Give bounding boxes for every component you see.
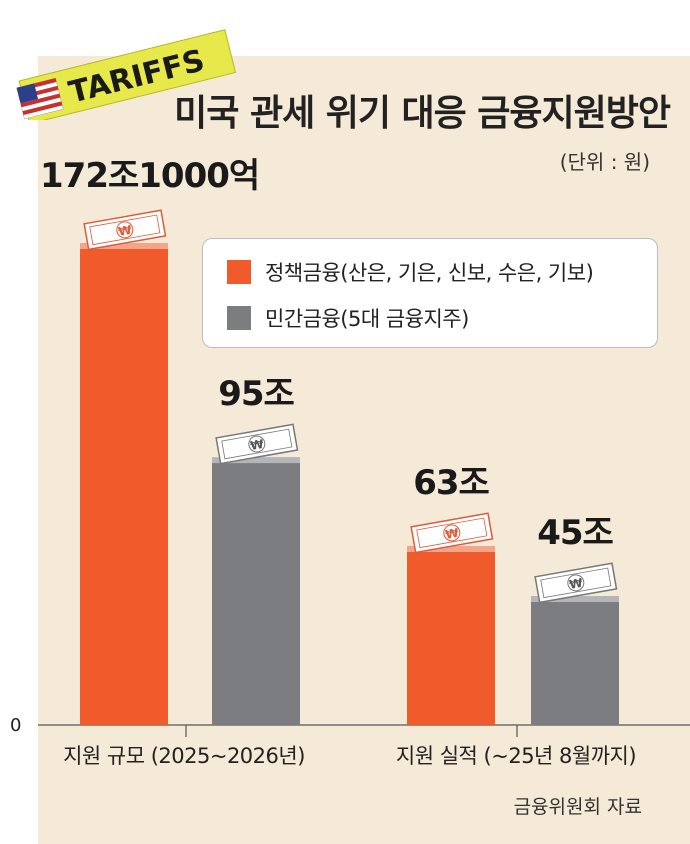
value-label: 63조 xyxy=(413,463,489,503)
svg-text:₩: ₩ xyxy=(249,437,265,453)
bar xyxy=(407,550,495,725)
banknote-stack-icon: ₩ xyxy=(407,512,495,554)
value-label: 95조 xyxy=(218,374,294,414)
source-note: 금융위원회 자료 xyxy=(513,796,642,818)
value-label: 172조1000억 xyxy=(40,156,259,196)
banknote-stack-icon: ₩ xyxy=(531,562,619,604)
y-tick-label: 0 xyxy=(10,715,21,736)
legend-item-private: 민간금융(5대 금융지주) xyxy=(227,303,469,333)
legend-swatch-private xyxy=(227,306,251,330)
legend: 정책금융(산은, 기은, 신보, 수은, 기보) 민간금융(5대 금융지주) xyxy=(202,238,658,348)
svg-text:₩: ₩ xyxy=(117,223,133,239)
bar xyxy=(212,461,300,725)
x-tick-label: 지원 규모 (2025~2026년) xyxy=(63,744,305,768)
value-label: 45조 xyxy=(537,513,613,553)
tariffs-banner: TARIFFS xyxy=(16,29,237,120)
unit-label: (단위 : 원) xyxy=(559,150,650,174)
bar xyxy=(531,600,619,725)
bar xyxy=(80,247,168,725)
x-tick-label: 지원 실적 (~25년 8월까지) xyxy=(396,744,636,768)
legend-label-private: 민간금융(5대 금융지주) xyxy=(265,307,469,331)
banknote-stack-icon: ₩ xyxy=(212,423,300,465)
legend-item-policy: 정책금융(산은, 기은, 신보, 수은, 기보) xyxy=(227,257,594,287)
legend-label-policy: 정책금융(산은, 기은, 신보, 수은, 기보) xyxy=(265,261,594,285)
banknote-stack-icon: ₩ xyxy=(80,209,168,251)
chart-title: 미국 관세 위기 대응 금융지원방안 xyxy=(174,93,671,134)
us-flag-icon xyxy=(16,77,64,120)
svg-text:₩: ₩ xyxy=(568,576,584,592)
legend-swatch-policy xyxy=(227,260,251,284)
svg-text:₩: ₩ xyxy=(444,526,460,542)
